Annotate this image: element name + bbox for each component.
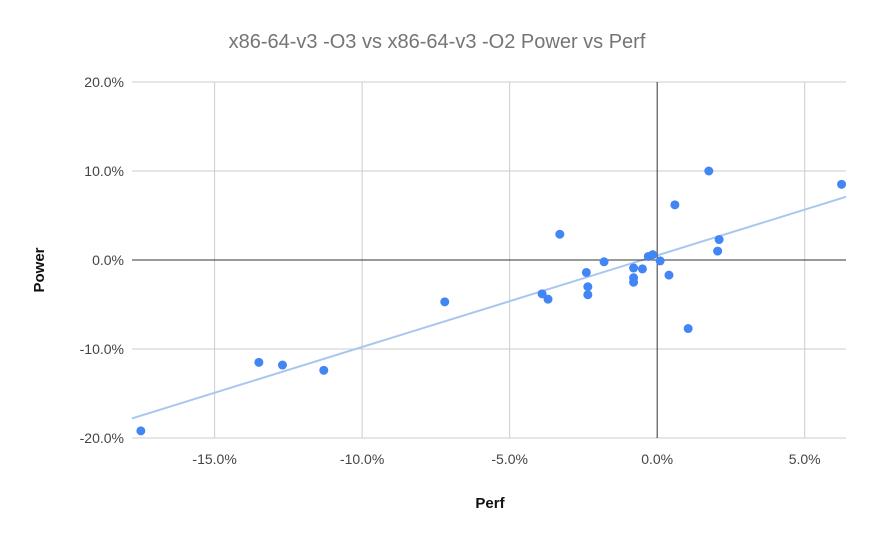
- data-point: [704, 166, 714, 176]
- y-tick-labels: 20.0% 10.0% 0.0% -10.0% -20.0%: [80, 74, 124, 446]
- y-tick-label: -10.0%: [80, 341, 124, 357]
- data-point: [648, 250, 658, 260]
- y-axis-label: Power: [31, 247, 48, 292]
- gridlines: [132, 81, 846, 439]
- x-tick-label: 0.0%: [641, 451, 673, 467]
- x-tick-label: 5.0%: [789, 451, 821, 467]
- trendline: [131, 195, 847, 420]
- data-point: [670, 200, 680, 210]
- data-point: [583, 282, 593, 292]
- data-point: [254, 357, 264, 367]
- chart-title: x86-64-v3 -O3 vs x86-64-v3 -O2 Power vs …: [229, 31, 646, 53]
- data-points: [136, 166, 847, 436]
- data-point: [664, 270, 674, 280]
- x-tick-labels: -15.0% -10.0% -5.0% 0.0% 5.0%: [192, 451, 820, 467]
- x-axis-label: Perf: [475, 495, 505, 512]
- data-point: [655, 256, 665, 266]
- y-tick-label: -20.0%: [80, 430, 124, 446]
- data-point: [136, 426, 146, 436]
- data-point: [319, 365, 329, 375]
- data-point: [581, 267, 591, 277]
- data-point: [537, 289, 547, 299]
- y-tick-label: 20.0%: [84, 74, 124, 90]
- y-tick-label: 0.0%: [92, 252, 124, 268]
- data-point: [837, 179, 847, 189]
- data-point: [629, 277, 639, 287]
- x-tick-label: -5.0%: [491, 451, 528, 467]
- x-tick-label: -15.0%: [192, 451, 236, 467]
- y-tick-label: 10.0%: [84, 163, 124, 179]
- data-point: [543, 294, 553, 304]
- data-point: [629, 263, 639, 273]
- data-point: [714, 235, 724, 245]
- data-point: [713, 246, 723, 256]
- data-point: [440, 297, 450, 307]
- data-point: [555, 229, 565, 239]
- data-point: [599, 257, 609, 267]
- data-point: [277, 360, 287, 370]
- data-point: [583, 290, 593, 300]
- x-tick-label: -10.0%: [340, 451, 384, 467]
- data-point: [637, 264, 647, 274]
- data-point: [683, 324, 693, 334]
